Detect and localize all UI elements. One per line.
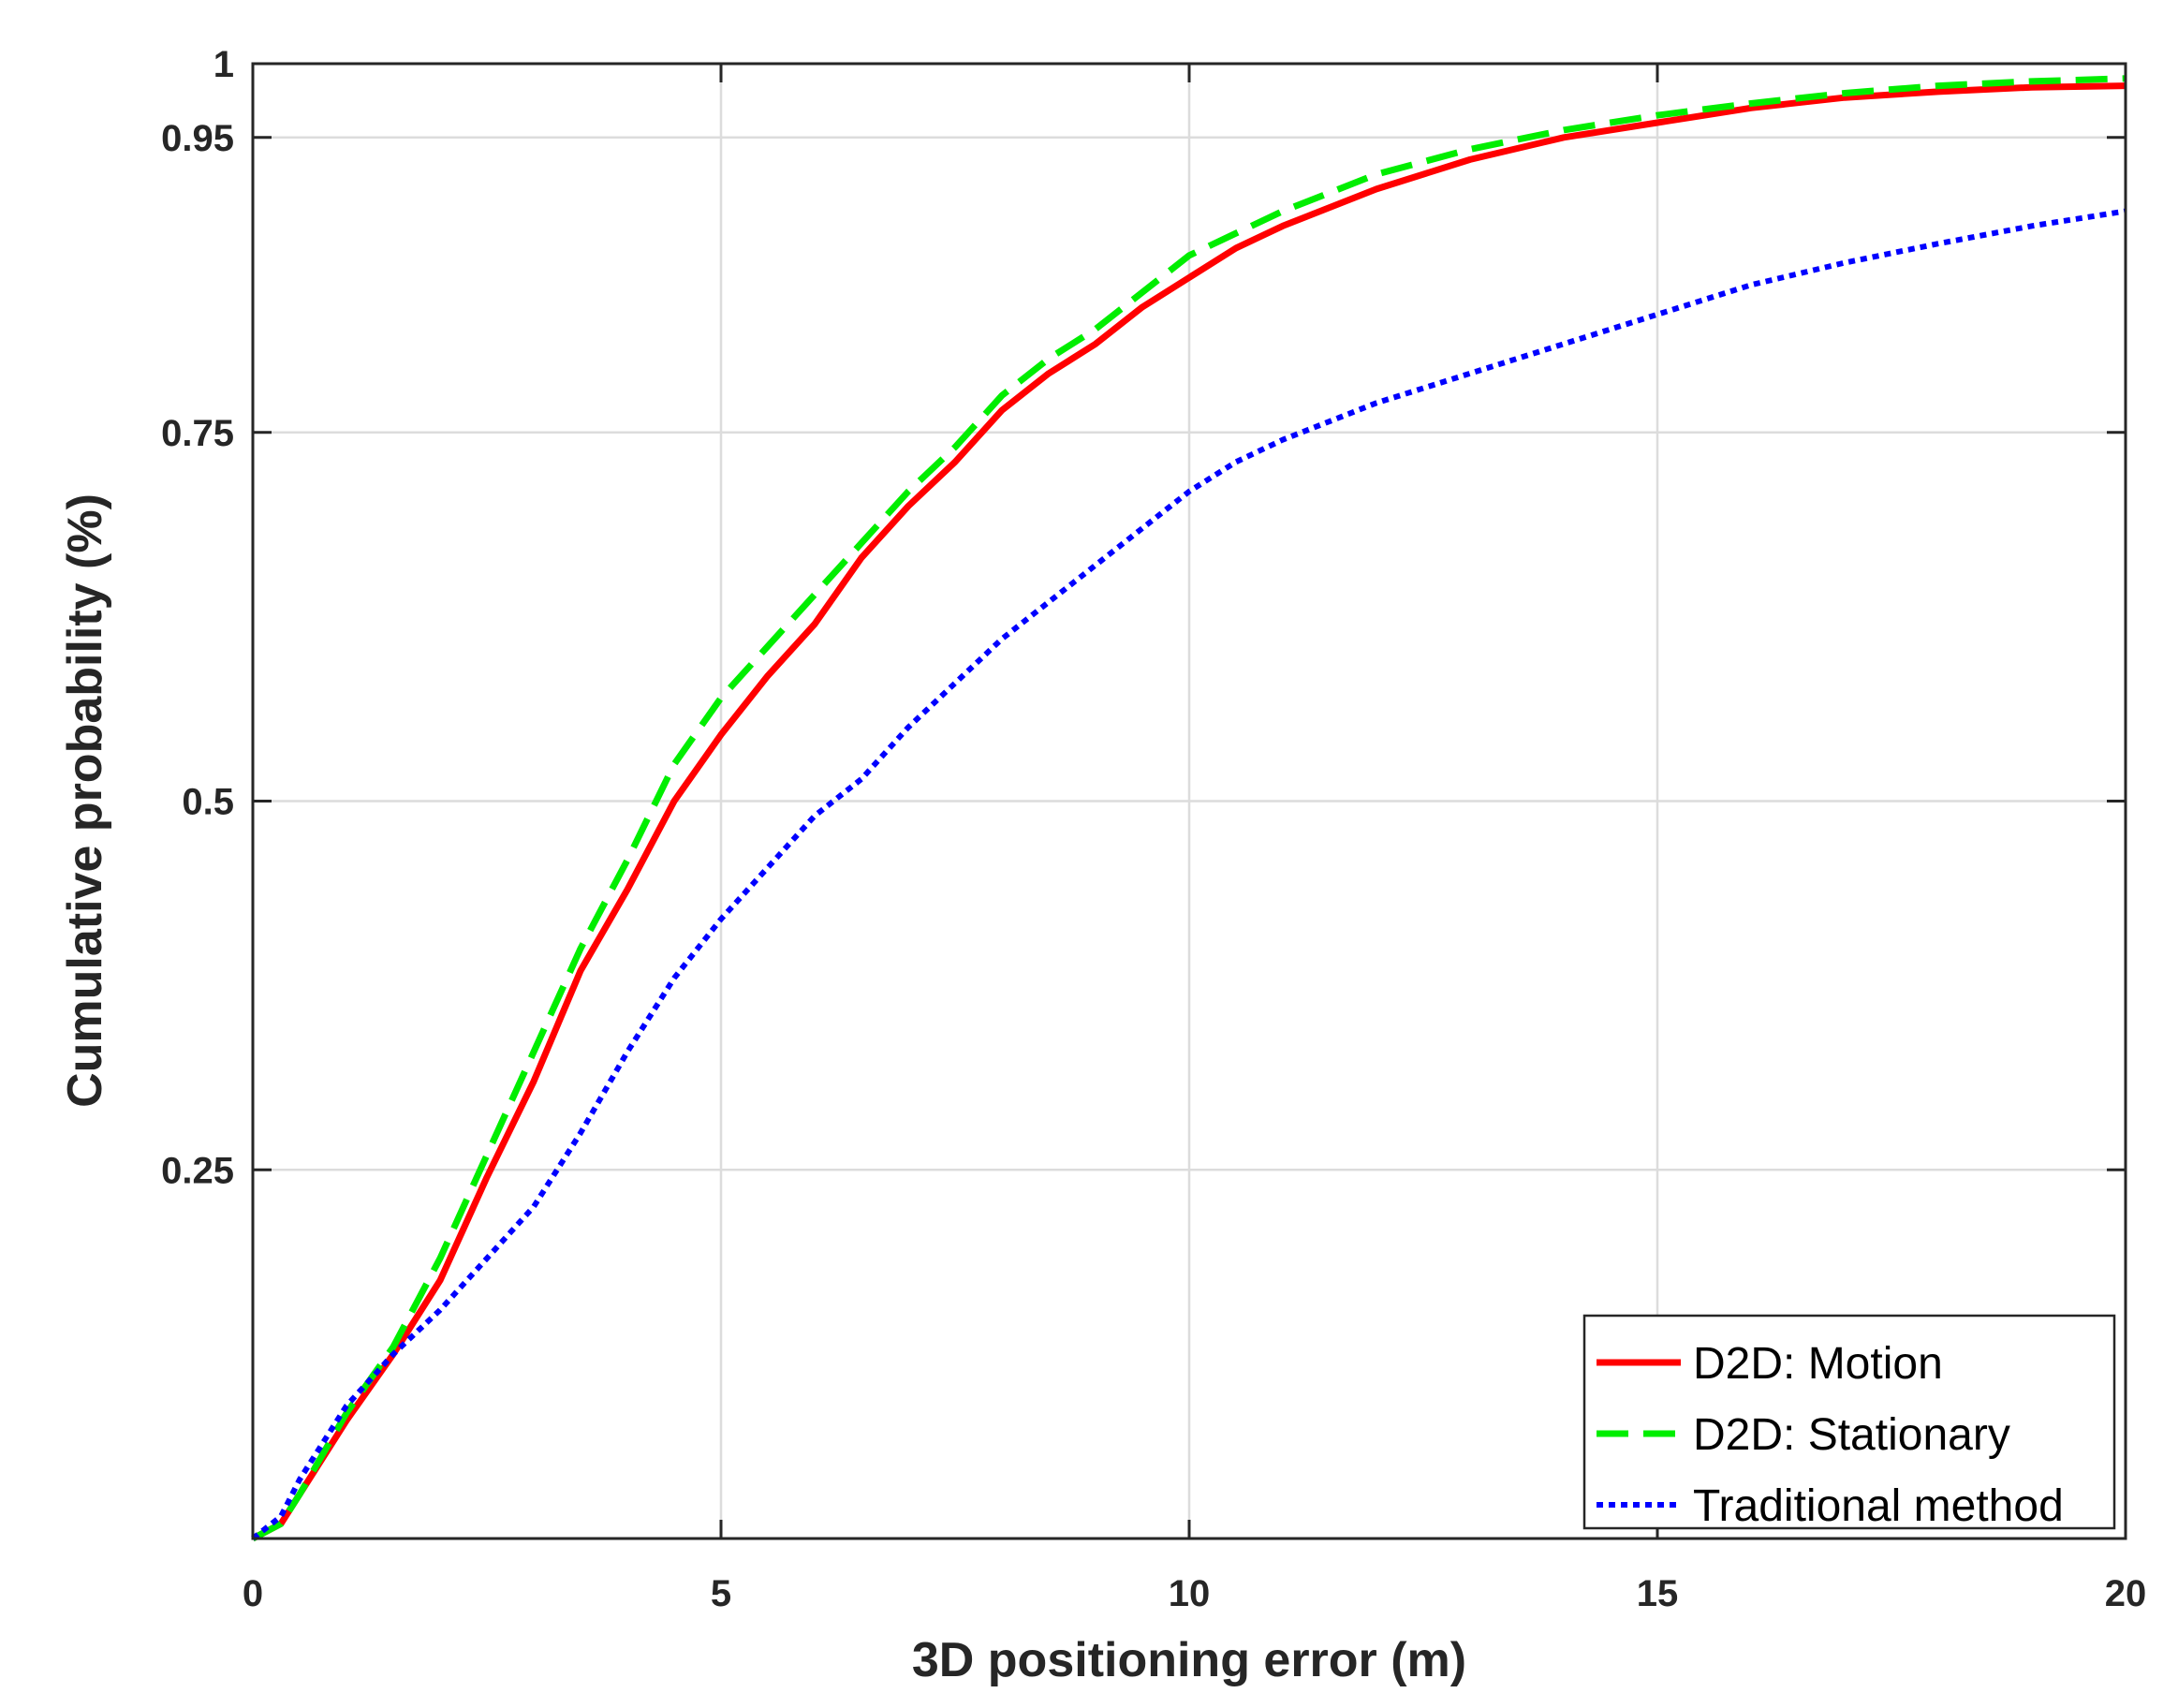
legend-box	[1582, 1314, 2116, 1530]
y-tick-label: 0.5	[182, 782, 234, 823]
x-axis-label: 3D positioning error (m)	[912, 1633, 1466, 1687]
grid	[253, 64, 2126, 1539]
x-tick-label: 20	[2105, 1573, 2147, 1614]
x-tick-label: 15	[1637, 1573, 1679, 1614]
series-line-2	[251, 75, 2126, 1542]
y-tick-label: 0.75	[161, 413, 234, 454]
x-tick-label: 0	[243, 1573, 263, 1614]
x-tick-label: 10	[1169, 1573, 1211, 1614]
axis-ticks: 0 5 10 15 20 0.25 0.5 0.75 0.95 1	[161, 44, 2146, 1614]
series-lines	[251, 75, 2126, 1542]
y-tick-label: 0.25	[161, 1150, 234, 1191]
legend-label-2: D2D: Stationary	[1693, 1410, 2010, 1460]
series-line-3	[251, 208, 2126, 1541]
legend-label-1: D2D: Motion	[1693, 1339, 1943, 1389]
y-tick-label: 1	[213, 44, 234, 85]
y-tick-label: 0.95	[161, 118, 234, 159]
x-tick-label: 5	[711, 1573, 731, 1614]
series-line-1	[251, 82, 2126, 1542]
y-axis-label: Cumulative probability (%)	[58, 493, 112, 1108]
legend-label-3: Traditional method	[1693, 1481, 2064, 1531]
legend: D2D: Motion D2D: Stationary Traditional me…	[1582, 1314, 2116, 1531]
